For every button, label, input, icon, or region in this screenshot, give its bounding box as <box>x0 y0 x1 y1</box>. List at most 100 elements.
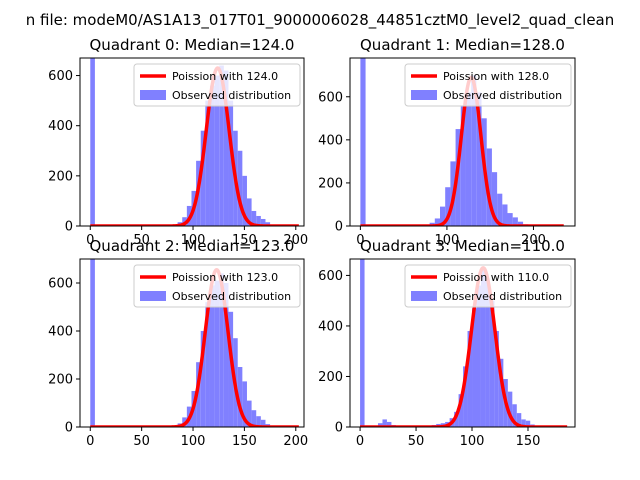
poisson-curve <box>359 75 566 226</box>
histogram-bar <box>260 218 266 226</box>
legend-label: Observed distribution <box>172 89 291 102</box>
histogram-bar <box>237 367 243 427</box>
x-tick-label: 200 <box>283 434 308 449</box>
histogram-bar <box>480 270 486 427</box>
histogram-bar <box>90 58 95 226</box>
y-tick-label: 0 <box>65 220 73 235</box>
x-tick-label: 200 <box>521 233 546 248</box>
x-tick-label: 100 <box>181 434 206 449</box>
x-tick-label: 0 <box>86 434 94 449</box>
y-tick-label: 200 <box>318 370 343 385</box>
histogram-bar <box>228 311 234 427</box>
histogram-bar <box>525 420 531 427</box>
histogram-bar <box>494 331 499 427</box>
x-tick-label: 150 <box>516 434 541 449</box>
histogram-bar <box>246 198 252 226</box>
histogram-bar <box>454 411 459 427</box>
histogram-bar <box>209 285 215 427</box>
histogram-bar <box>458 394 464 427</box>
x-tick-label: 150 <box>232 233 257 248</box>
legend-box <box>404 264 572 308</box>
histogram-bar <box>497 193 503 226</box>
plot-area <box>359 58 566 226</box>
histogram-bar <box>219 273 224 427</box>
legend-label: Observed distribution <box>443 89 562 102</box>
y-tick-label: 400 <box>318 319 343 334</box>
y-tick-label: 600 <box>318 90 343 105</box>
histogram-bar <box>265 222 271 226</box>
legend-label: Poission with 128.0 <box>443 70 549 83</box>
legend-label: Poission with 110.0 <box>443 271 549 284</box>
histogram-bar <box>460 105 466 226</box>
legend: Poission with 124.0 Observed distribution <box>133 63 301 107</box>
legend-label: Poission with 123.0 <box>172 271 278 284</box>
histogram-bar <box>219 65 224 226</box>
histogram-bar <box>260 419 266 427</box>
histogram-bar <box>498 358 504 427</box>
histogram-bar <box>521 419 526 427</box>
subplot-title: Quadrant 0: Median=124.0 <box>90 36 295 54</box>
axes-frame <box>79 258 305 428</box>
histogram-bar <box>237 150 243 226</box>
histogram-bar <box>517 221 524 226</box>
x-tick-label: 100 <box>460 434 485 449</box>
histogram-bar <box>256 215 261 226</box>
histogram-bar <box>491 172 498 226</box>
x-tick-label: 150 <box>232 434 257 449</box>
histogram-bar <box>382 419 387 427</box>
y-tick-label: 400 <box>48 119 73 134</box>
histogram-bar <box>377 423 383 427</box>
y-tick-label: 200 <box>48 373 73 388</box>
legend: Poission with 128.0 Observed distribution <box>404 63 572 107</box>
histogram-bar <box>471 75 477 226</box>
x-tick-label: 50 <box>133 233 150 248</box>
axes-frame <box>349 258 576 428</box>
histogram-bar <box>205 302 210 427</box>
y-tick-label: 0 <box>335 421 343 436</box>
legend-label: Poission with 124.0 <box>172 70 278 83</box>
x-tick-label: 100 <box>435 233 460 248</box>
y-tick-label: 400 <box>48 325 73 340</box>
subplot-quadrant-0: 0 50 100 150 200 0 200 400 600 Quadrant 0: Median… <box>48 36 308 248</box>
histogram-bar <box>200 331 206 427</box>
histogram-bar <box>465 92 472 226</box>
legend-label: Observed distribution <box>172 290 291 303</box>
histogram-bar <box>445 187 451 226</box>
y-tick-label: 0 <box>65 421 73 436</box>
subplots-grid: 0 50 100 150 200 0 200 400 600 Quadrant 0: Median… <box>48 36 576 449</box>
x-tick-label: 0 <box>356 233 364 248</box>
histogram-bar <box>502 204 508 226</box>
y-tick-label: 0 <box>335 220 343 235</box>
histogram-bar <box>507 391 513 427</box>
figure-suptitle: n file: modeM0/AS1A13_017T01_9000006028_… <box>26 11 615 30</box>
y-tick-label: 600 <box>318 269 343 284</box>
histogram-bar <box>200 130 206 226</box>
histogram-bar <box>90 259 95 427</box>
histogram-bar <box>251 410 257 427</box>
subplot-quadrant-1: 0 100 200 0 200 400 600 Quadrant 1: Median=128.… <box>318 36 576 248</box>
subplot-title: Quadrant 1: Median=128.0 <box>360 36 565 54</box>
histogram-bar <box>485 280 490 427</box>
legend-patch-swatch <box>411 90 437 100</box>
axes-frame <box>79 57 305 227</box>
y-tick-label: 200 <box>318 176 343 191</box>
histogram-bar <box>440 206 446 226</box>
histogram-bar <box>214 280 220 427</box>
x-tick-label: 50 <box>408 434 425 449</box>
histogram-bar <box>472 308 477 427</box>
histogram-bar <box>242 175 247 226</box>
y-tick-label: 200 <box>48 169 73 184</box>
histogram-bar <box>256 416 261 427</box>
histogram-bar <box>434 218 440 226</box>
subplot-quadrant-2: 0 50 100 150 200 0 200 400 600 Quadrant 2: Median… <box>48 237 308 449</box>
histogram-bar <box>467 331 473 427</box>
x-tick-label: 0 <box>356 434 364 449</box>
legend-label: Observed distribution <box>443 290 562 303</box>
histogram-bar <box>476 285 481 427</box>
legend-patch-swatch <box>140 291 166 301</box>
histogram-bar <box>223 283 229 427</box>
histogram-bar <box>214 75 220 226</box>
histogram-bar <box>246 400 252 427</box>
histogram-bar <box>516 413 522 427</box>
histogram-bar <box>507 213 513 226</box>
